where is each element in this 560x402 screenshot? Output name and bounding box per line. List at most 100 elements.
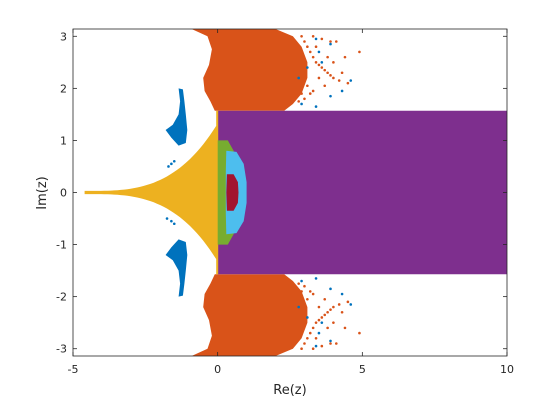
red-region (226, 174, 239, 211)
scatter-point-blue (306, 66, 309, 69)
y-tick-label: 2 (60, 82, 67, 95)
scatter-point-orange (303, 284, 306, 288)
y-tick-label: -1 (56, 239, 67, 252)
scatter-point-blue (297, 76, 300, 80)
scatter-point-orange (311, 89, 315, 93)
scatter-point-orange (326, 71, 329, 75)
scatter-point-orange (323, 84, 327, 88)
scatter-point-blue (349, 79, 353, 82)
scatter-point-blue (297, 305, 300, 309)
scatter-point-orange (297, 100, 300, 103)
scatter-point-blue (320, 61, 324, 64)
scatter-point-orange (300, 347, 303, 351)
scatter-point-orange (311, 34, 315, 38)
scatter-point-orange (300, 92, 303, 95)
scatter-point-orange (311, 347, 315, 351)
plot-layer (84, 29, 507, 356)
scatter-point-orange (300, 290, 303, 293)
scatter-point-orange (308, 331, 312, 335)
scatter-point-orange (303, 97, 306, 101)
y-axis-label: Im(z) (35, 176, 50, 209)
scatter-point-blue (314, 277, 318, 280)
scatter-point-orange (343, 55, 347, 59)
scatter-point-orange (306, 297, 309, 301)
orange-region-bottom (174, 274, 308, 356)
scatter-point-blue (349, 303, 353, 306)
scatter-point-orange (323, 313, 327, 317)
x-tick-label: 0 (214, 363, 221, 376)
scatter-point-blue (317, 50, 321, 54)
scatter-point-orange (343, 326, 347, 330)
scatter-point-blue (170, 162, 173, 166)
scatter-point-blue (314, 105, 318, 108)
scatter-point-blue (329, 94, 332, 98)
scatter-point-orange (297, 282, 300, 285)
x-tick-label: 10 (500, 363, 514, 376)
scatter-point-orange (311, 326, 315, 330)
scatter-point-blue (329, 42, 332, 46)
scatter-point-orange (308, 50, 312, 54)
scatter-point-orange (303, 40, 306, 43)
scatter-point-blue (320, 321, 324, 324)
scatter-point-orange (320, 344, 324, 348)
yellow-region (84, 110, 219, 275)
purple-region (217, 110, 507, 275)
scatter-point-orange (340, 310, 344, 314)
x-tick-label: -5 (68, 363, 79, 376)
scatter-point-orange (329, 308, 332, 311)
scatter-point-orange (306, 84, 309, 88)
scatter-point-blue (167, 165, 170, 168)
scatter-point-orange (326, 326, 329, 330)
scatter-point-orange (358, 331, 361, 335)
scatter-point-orange (323, 68, 327, 72)
scatter-point-blue (329, 287, 332, 291)
scatter-point-orange (311, 55, 315, 59)
scatter-point-orange (317, 318, 321, 322)
y-tick-label: -3 (56, 343, 67, 356)
ticks-layer: -5 0 5 10 -3 -2 -1 0 1 2 3 (56, 29, 514, 376)
scatter-point-orange (326, 310, 329, 314)
scatter-point-blue (340, 292, 344, 296)
scatter-point-blue (300, 279, 303, 283)
scatter-point-orange (308, 290, 312, 293)
scatter-point-orange (317, 305, 321, 309)
scatter-point-orange (317, 63, 321, 67)
scatter-point-orange (332, 305, 335, 309)
scatter-point-orange (306, 45, 309, 49)
scatter-point-orange (320, 37, 324, 41)
scatter-point-orange (320, 66, 324, 69)
scatter-point-orange (311, 292, 315, 296)
scatter-point-blue (314, 344, 318, 348)
scatter-point-orange (346, 81, 350, 85)
scatter-point-blue (172, 222, 176, 226)
scatter-point-orange (314, 45, 318, 49)
scatter-point-orange (337, 79, 341, 82)
scatter-point-orange (334, 40, 338, 43)
scatter-point-blue (317, 331, 321, 335)
scatter-point-blue (340, 89, 344, 93)
scatter-point-blue (306, 316, 309, 319)
scatter-point-orange (314, 321, 318, 324)
scatter-point-orange (337, 303, 341, 306)
scatter-point-orange (306, 336, 309, 340)
scatter-point-orange (303, 342, 306, 345)
scatter-point-orange (332, 321, 335, 324)
scatter-point-orange (332, 61, 335, 64)
scatter-point-orange (329, 342, 332, 345)
scatter-point-orange (334, 342, 338, 345)
x-tick-label: 5 (359, 363, 366, 376)
orange-region-top (174, 29, 308, 111)
scatter-point-orange (323, 297, 327, 301)
y-tick-label: -2 (56, 291, 67, 304)
scatter-point-blue (165, 217, 169, 220)
scatter-point-orange (326, 55, 329, 59)
scatter-point-blue (314, 37, 318, 41)
scatter-point-orange (332, 76, 335, 80)
scatter-point-orange (320, 316, 324, 319)
scatter-point-orange (329, 74, 332, 77)
scatter-point-orange (314, 61, 318, 64)
scatter-point-blue (172, 159, 176, 163)
scatter-point-orange (340, 71, 344, 75)
